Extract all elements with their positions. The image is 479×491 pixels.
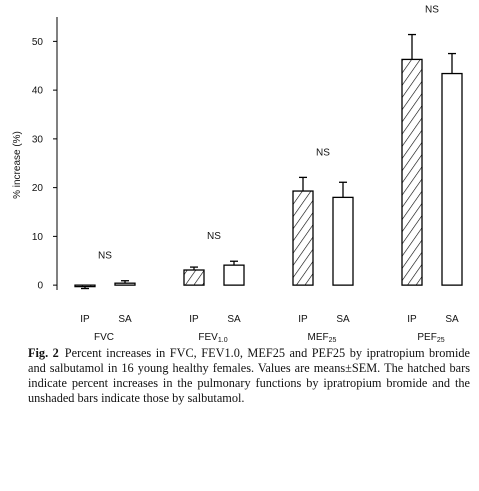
series-label: SA [118,314,132,325]
bar [74,284,96,288]
annotation: NS [98,251,112,262]
bar [223,264,245,286]
x-tick-label: MEF25 [308,332,337,344]
x-tick-label: FEV1.0 [198,332,227,344]
y-tick-label: 30 [32,134,44,145]
bar [332,196,354,286]
y-tick-label: 10 [32,232,44,243]
series-label: SA [227,314,241,325]
bar [183,269,205,286]
series-label: IP [298,314,308,325]
series-label: IP [189,314,199,325]
x-tick-label: PEF25 [417,332,444,344]
caption-text: Percent increases in FVC, FEV1.0, MEF25 … [28,346,470,405]
series-label: IP [407,314,417,325]
bar [441,72,463,286]
x-tick-label: FVC [94,332,114,343]
bar [292,190,314,286]
series-label: SA [336,314,350,325]
y-tick-label: 40 [32,86,44,97]
caption-label: Fig. 2 [28,346,59,360]
annotation: NS [425,5,439,16]
annotation: NS [316,147,330,158]
bar [114,282,136,286]
annotation: NS [207,231,221,242]
caption: Fig. 2 Percent increases in FVC, FEV1.0, … [28,346,470,406]
series-label: SA [445,314,459,325]
series-label: IP [80,314,90,325]
y-tick-label: 50 [32,37,44,48]
y-axis-label: % increase (%) [12,131,23,199]
y-tick-label: 0 [37,281,43,292]
y-tick-label: 20 [32,183,44,194]
bar [401,58,423,286]
